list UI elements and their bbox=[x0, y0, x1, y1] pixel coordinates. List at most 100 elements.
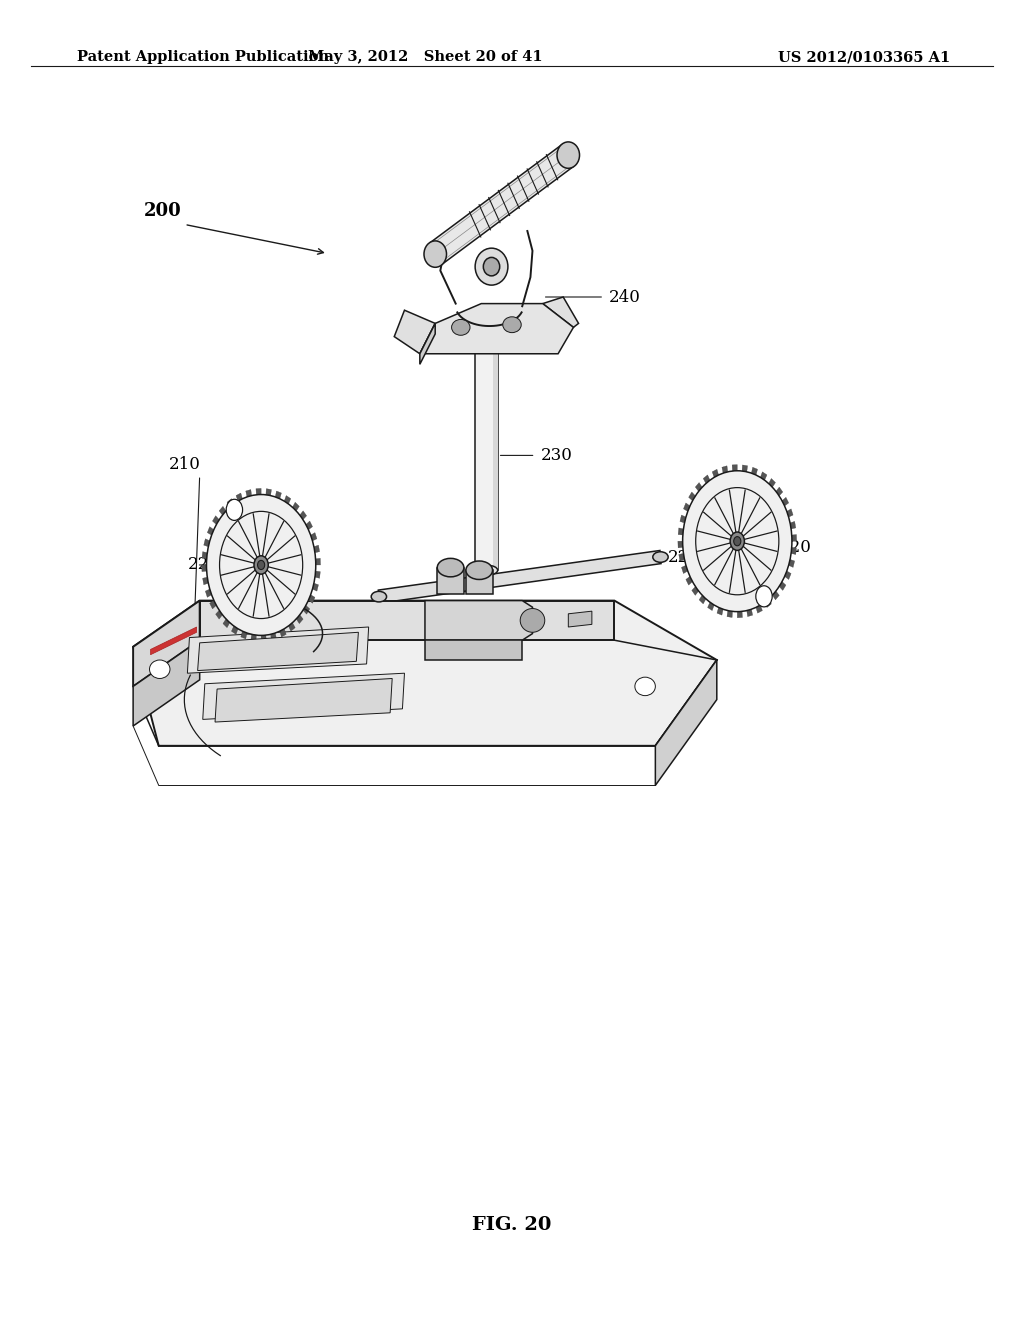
Polygon shape bbox=[722, 466, 728, 473]
Polygon shape bbox=[293, 502, 299, 511]
Ellipse shape bbox=[683, 471, 792, 611]
Polygon shape bbox=[296, 615, 303, 623]
Polygon shape bbox=[285, 495, 291, 504]
Ellipse shape bbox=[635, 677, 655, 696]
Ellipse shape bbox=[226, 499, 243, 520]
Polygon shape bbox=[466, 570, 493, 594]
Ellipse shape bbox=[734, 537, 740, 545]
Polygon shape bbox=[765, 599, 771, 607]
Polygon shape bbox=[215, 678, 392, 722]
Polygon shape bbox=[475, 333, 498, 570]
Polygon shape bbox=[223, 619, 229, 628]
Polygon shape bbox=[133, 601, 200, 686]
Ellipse shape bbox=[371, 591, 387, 602]
Polygon shape bbox=[430, 144, 573, 265]
Polygon shape bbox=[200, 601, 614, 640]
Polygon shape bbox=[187, 627, 369, 673]
Polygon shape bbox=[303, 606, 310, 614]
Text: US 2012/0103365 A1: US 2012/0103365 A1 bbox=[778, 50, 950, 65]
Polygon shape bbox=[695, 483, 702, 491]
Polygon shape bbox=[746, 610, 753, 616]
Polygon shape bbox=[425, 640, 522, 660]
Polygon shape bbox=[678, 528, 683, 535]
Polygon shape bbox=[308, 595, 315, 603]
Polygon shape bbox=[772, 591, 779, 599]
Polygon shape bbox=[289, 623, 295, 631]
Polygon shape bbox=[708, 602, 714, 611]
Polygon shape bbox=[275, 491, 282, 499]
Polygon shape bbox=[791, 521, 796, 529]
Polygon shape bbox=[266, 488, 271, 495]
Polygon shape bbox=[241, 631, 247, 639]
Polygon shape bbox=[437, 568, 464, 594]
Polygon shape bbox=[314, 545, 319, 553]
Ellipse shape bbox=[557, 141, 580, 168]
Polygon shape bbox=[717, 607, 723, 615]
Polygon shape bbox=[681, 565, 688, 574]
Polygon shape bbox=[236, 492, 243, 502]
Polygon shape bbox=[204, 539, 210, 546]
Polygon shape bbox=[776, 487, 782, 496]
Ellipse shape bbox=[475, 248, 508, 285]
Polygon shape bbox=[227, 499, 233, 507]
Ellipse shape bbox=[520, 609, 545, 632]
Polygon shape bbox=[655, 660, 717, 785]
Polygon shape bbox=[686, 577, 692, 585]
Polygon shape bbox=[679, 553, 684, 561]
Ellipse shape bbox=[219, 511, 303, 619]
Polygon shape bbox=[756, 605, 763, 614]
Polygon shape bbox=[205, 589, 212, 598]
Ellipse shape bbox=[483, 257, 500, 276]
Ellipse shape bbox=[254, 556, 268, 574]
Polygon shape bbox=[202, 552, 207, 558]
Polygon shape bbox=[688, 492, 695, 500]
Polygon shape bbox=[425, 601, 532, 640]
Polygon shape bbox=[784, 572, 792, 579]
Polygon shape bbox=[270, 634, 276, 640]
Polygon shape bbox=[727, 611, 732, 618]
Polygon shape bbox=[792, 548, 797, 554]
Polygon shape bbox=[207, 527, 214, 535]
Polygon shape bbox=[543, 297, 579, 327]
Polygon shape bbox=[699, 595, 706, 605]
Polygon shape bbox=[712, 469, 719, 478]
Polygon shape bbox=[202, 565, 207, 572]
Polygon shape bbox=[306, 521, 312, 529]
Ellipse shape bbox=[258, 561, 264, 569]
Polygon shape bbox=[219, 507, 226, 515]
Text: 200: 200 bbox=[143, 202, 181, 220]
Ellipse shape bbox=[475, 565, 498, 576]
Polygon shape bbox=[732, 465, 737, 471]
Polygon shape bbox=[420, 304, 573, 354]
Text: 225: 225 bbox=[668, 549, 699, 565]
Polygon shape bbox=[210, 601, 216, 609]
Polygon shape bbox=[312, 583, 318, 591]
Polygon shape bbox=[261, 635, 266, 642]
Polygon shape bbox=[300, 511, 306, 520]
Ellipse shape bbox=[150, 660, 170, 678]
Ellipse shape bbox=[653, 552, 668, 562]
Ellipse shape bbox=[756, 586, 772, 607]
Polygon shape bbox=[786, 508, 794, 517]
Polygon shape bbox=[378, 550, 662, 603]
Ellipse shape bbox=[475, 327, 498, 338]
Polygon shape bbox=[568, 611, 592, 627]
Ellipse shape bbox=[730, 532, 744, 550]
Text: 210: 210 bbox=[169, 457, 201, 473]
Polygon shape bbox=[315, 572, 321, 578]
Polygon shape bbox=[203, 673, 404, 719]
Polygon shape bbox=[394, 310, 435, 354]
Polygon shape bbox=[198, 632, 358, 671]
Polygon shape bbox=[692, 586, 698, 595]
Ellipse shape bbox=[695, 487, 779, 595]
Polygon shape bbox=[680, 515, 686, 523]
Text: 230: 230 bbox=[541, 447, 572, 463]
Ellipse shape bbox=[207, 495, 315, 635]
Text: FIG. 20: FIG. 20 bbox=[472, 1216, 552, 1234]
Polygon shape bbox=[779, 582, 786, 590]
Polygon shape bbox=[310, 532, 317, 541]
Text: Patent Application Publication: Patent Application Publication bbox=[77, 50, 329, 65]
Polygon shape bbox=[782, 498, 788, 506]
Ellipse shape bbox=[437, 558, 464, 577]
Polygon shape bbox=[752, 467, 758, 475]
